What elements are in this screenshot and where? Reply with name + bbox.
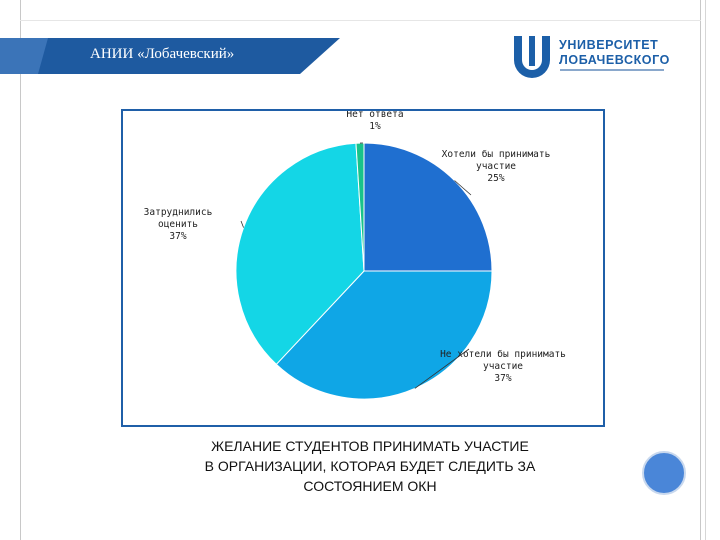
pie-label-4: Нет ответа 1% [346,111,403,132]
decorative-circle [642,451,686,495]
slide-caption: ЖЕЛАНИЕ СТУДЕНТОВ ПРИНИМАТЬ УЧАСТИЕ В ОР… [150,436,590,496]
caption-line-1: ЖЕЛАНИЕ СТУДЕНТОВ ПРИНИМАТЬ УЧАСТИЕ [211,438,529,454]
caption-line-3: СОСТОЯНИЕМ ОКН [303,478,437,494]
banner-title: АНИИ «Лобачевский» [90,46,235,62]
pie-slice-1 [363,142,493,272]
pie-label-2: Не хотели бы принимать участие 37% [440,349,566,384]
leader-line-3 [240,220,244,228]
logo-text-university: УНИВЕРСИТЕТ [559,38,659,52]
slide-frame-right [700,0,701,540]
university-logo-icon [514,36,550,78]
pie-label-3: Затруднились оценить 37% [144,207,213,242]
caption-line-2: В ОРГАНИЗАЦИИ, КОТОРАЯ БУДЕТ СЛЕДИТЬ ЗА [204,458,536,474]
slide-frame-top [20,20,701,21]
pie-label-1: Хотели бы принимать участие 25% [442,149,551,184]
title-banner [0,38,340,74]
pie-chart: Хотели бы принимать участие 25% Не хотели б… [144,111,566,400]
logo-tagline-decor [560,69,664,71]
logo-text-lobachevsky: ЛОБАЧЕВСКОГО [559,53,670,67]
slide-frame-right-inner [705,0,706,540]
leader-line-1 [454,180,472,196]
slide-frame-left [20,0,21,540]
leader-line-2 [414,348,470,389]
pie-chart-frame: Хотели бы принимать участие 25% Не хотели б… [121,109,605,427]
